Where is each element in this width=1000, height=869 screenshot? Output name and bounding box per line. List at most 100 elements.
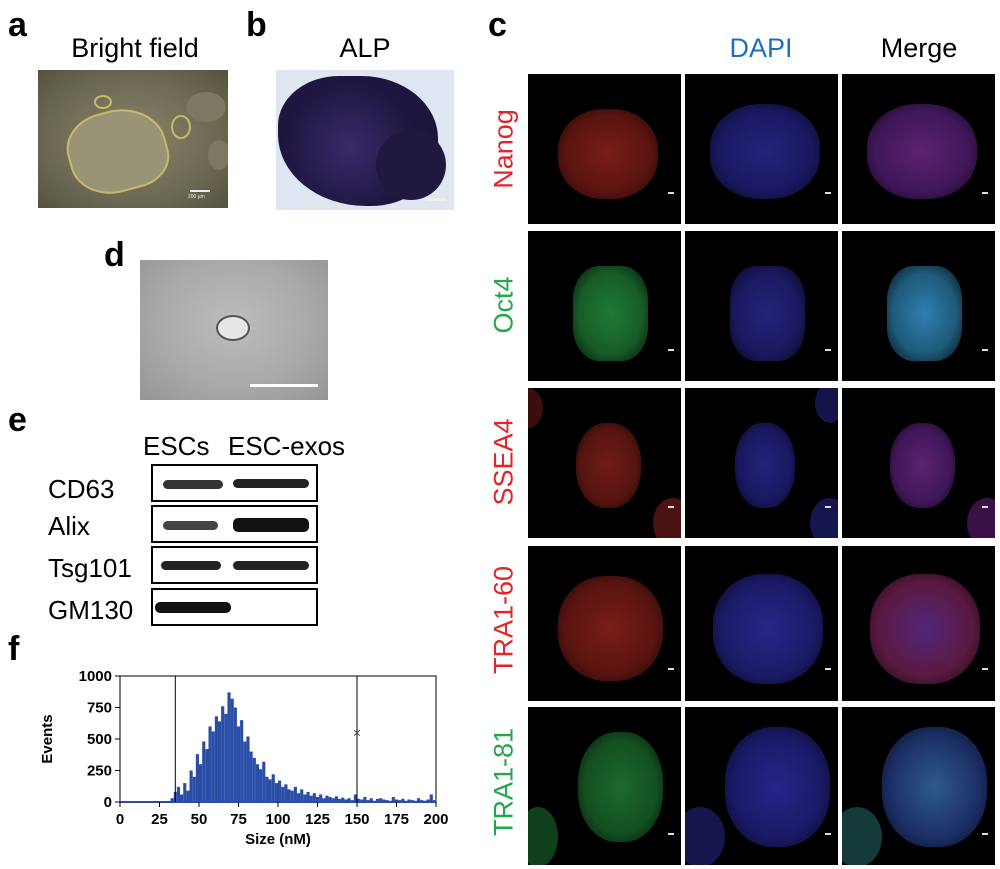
- nanog-channel-image: [528, 74, 681, 224]
- histogram-bar: [309, 795, 313, 802]
- histogram-bar: [255, 764, 260, 802]
- histogram-bar: [290, 790, 294, 802]
- histogram-bar: [199, 764, 203, 802]
- histogram-bar: [328, 796, 332, 802]
- histogram-bar: [268, 779, 272, 802]
- bright-field-scale-text: 200 µm: [188, 194, 205, 200]
- histogram-bar: [214, 716, 218, 802]
- blot-strip-cd63: [151, 464, 318, 502]
- histogram-bar: [246, 736, 250, 802]
- histogram-bar: [240, 720, 244, 802]
- histogram-bar: [202, 741, 206, 802]
- histogram-bar: [296, 793, 301, 802]
- y-tick-label: 500: [87, 731, 112, 748]
- blot-row-cd63: CD63: [48, 474, 115, 504]
- tra1-81-merge-image: [842, 707, 995, 865]
- histogram-bar: [186, 790, 190, 802]
- panel-label-c: c: [488, 6, 507, 44]
- histogram-bar: [426, 799, 430, 802]
- ssea4-channel-image: [528, 388, 681, 538]
- x-tick-label: 25: [151, 811, 168, 828]
- histogram-bar: [274, 783, 278, 802]
- x-tick-label: 75: [230, 811, 247, 828]
- histogram-bar: [344, 799, 348, 802]
- histogram-bar: [306, 791, 310, 802]
- x-axis-label: Size (nM): [245, 831, 311, 848]
- histogram-bar: [369, 798, 373, 802]
- y-tick-label: 1000: [79, 668, 112, 685]
- histogram-bar: [407, 799, 411, 802]
- blot-col-esc-exos: ESC-exos: [228, 431, 346, 461]
- panel-label-f: f: [8, 630, 20, 668]
- histogram-bar: [205, 749, 209, 802]
- row-label-oct4: Oct4: [488, 276, 519, 334]
- histogram-bar: [284, 784, 288, 802]
- histogram-bar: [293, 786, 297, 802]
- histogram-bar: [243, 741, 247, 802]
- histogram-bar: [353, 794, 357, 802]
- histogram-bar: [382, 799, 386, 802]
- y-tick-label: 250: [87, 763, 112, 780]
- histogram-bar: [230, 698, 234, 802]
- bright-field-image: 200 µm: [38, 70, 228, 208]
- histogram-bar: [211, 731, 215, 802]
- histogram-bar: [375, 798, 380, 802]
- blot-row-alix: Alix: [48, 511, 90, 541]
- blot-row-gm130: GM130: [48, 595, 134, 625]
- tra1-81-dapi-image: [685, 707, 838, 865]
- ssea4-merge-image: [842, 388, 995, 538]
- histogram-bar: [303, 794, 307, 802]
- histogram-bar: [233, 707, 237, 802]
- tra1-60-dapi-image: [685, 546, 838, 701]
- histogram-bar: [417, 798, 421, 802]
- histogram-bar: [357, 798, 361, 802]
- tra1-60-channel-image: [528, 546, 681, 701]
- size-distribution-chart: × 0 25 50 75 100 125 150 175 200 0 250 500 750 1000 Siz…: [39, 668, 449, 848]
- row-label-tra1-60: TRA1-60: [488, 565, 519, 675]
- histogram-bar: [394, 799, 399, 802]
- y-tick-label: 750: [87, 700, 112, 717]
- histogram-bar: [315, 796, 320, 802]
- histogram-bar: [363, 796, 367, 802]
- histogram-bar: [379, 798, 383, 802]
- histogram-bar: [195, 754, 199, 802]
- histogram-bar: [262, 761, 266, 802]
- histogram-bar: [334, 796, 339, 802]
- histogram-bar: [338, 798, 342, 802]
- x-tick-label: 150: [344, 811, 369, 828]
- histogram-bar: [208, 726, 212, 802]
- nanog-merge-image: [842, 74, 995, 224]
- panel-b-title: ALP: [339, 33, 391, 63]
- blot-col-escs: ESCs: [143, 431, 210, 461]
- histogram-bar: [180, 794, 184, 802]
- histogram-bar: [331, 798, 335, 802]
- nanog-dapi-image: [685, 74, 838, 224]
- histogram-bar: [401, 798, 405, 802]
- histogram-bar: [347, 798, 351, 802]
- histogram-bar: [265, 776, 269, 802]
- blot-strip-tsg101: [151, 546, 318, 584]
- ssea4-dapi-image: [685, 388, 838, 538]
- panel-c-col-merge: Merge: [880, 33, 958, 63]
- x-tick-label: 0: [116, 811, 124, 828]
- histogram-bar: [271, 774, 275, 802]
- row-label-tra1-81: TRA1-81: [488, 727, 519, 837]
- histogram-bar: [259, 769, 263, 802]
- histogram-bar: [429, 794, 433, 802]
- panel-c-col-dapi: DAPI: [684, 33, 838, 63]
- histogram-bar: [236, 726, 241, 802]
- histogram-bar: [278, 780, 282, 802]
- panel-a-title: Bright field: [71, 33, 199, 63]
- histogram-bar: [281, 786, 285, 802]
- histogram-bar: [170, 798, 174, 802]
- blot-row-tsg101: Tsg101: [48, 553, 132, 583]
- histogram-bar: [183, 783, 187, 802]
- histogram-bar: [252, 757, 256, 802]
- histogram-bar: [312, 793, 316, 802]
- histogram-bar: [227, 692, 231, 802]
- histogram-bar: [217, 721, 222, 802]
- blot-strip-alix: [151, 505, 318, 543]
- histogram-bar: [249, 751, 253, 802]
- histogram-bar: [322, 798, 326, 802]
- histogram-bar: [341, 797, 345, 802]
